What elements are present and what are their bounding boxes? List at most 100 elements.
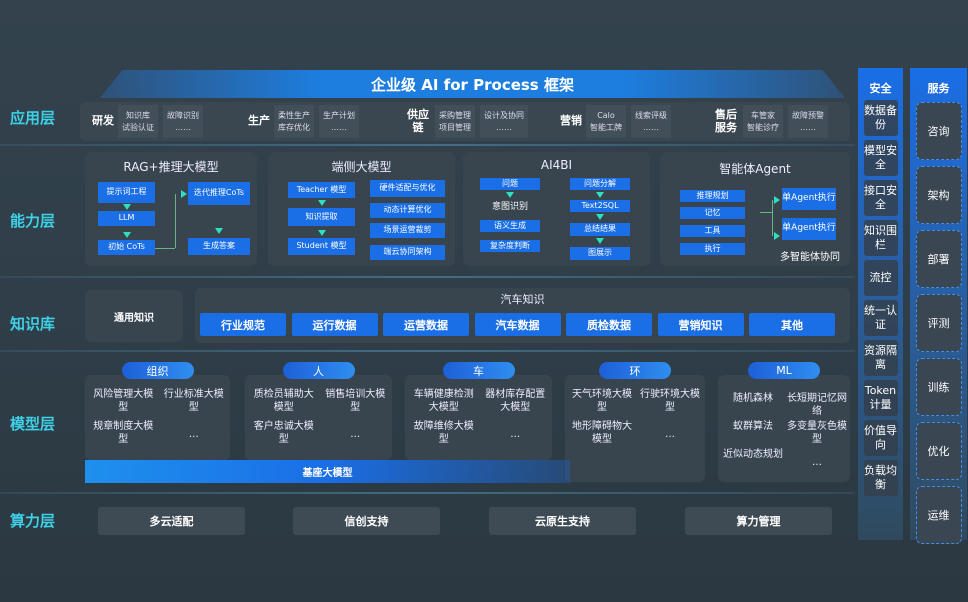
ai4bi-step: 语义生成	[480, 220, 540, 232]
base-model-label: 基座大模型	[302, 468, 353, 479]
connector	[760, 212, 772, 213]
security-item[interactable]: 知识围栏	[863, 220, 898, 256]
knowledge-item[interactable]: 其他	[749, 313, 835, 336]
app-group-name: 生产	[248, 114, 270, 128]
app-item[interactable]: 智能工牌	[590, 122, 622, 132]
arrow-down-icon	[596, 214, 604, 220]
model-group-panel	[565, 375, 705, 482]
agent-title: 智能体Agent	[719, 162, 791, 176]
general-knowledge-panel: 通用知识	[85, 290, 183, 342]
service-item[interactable]: 优化	[915, 422, 962, 480]
app-item[interactable]: ……	[331, 122, 347, 132]
security-item[interactable]: 接口安全	[863, 180, 898, 216]
compute-item[interactable]: 云原生支持	[489, 507, 636, 535]
model-item: 风险管理大模型	[93, 389, 154, 413]
arrow-down-icon	[318, 200, 326, 206]
single-agent-box: 单Agent执行	[782, 188, 836, 210]
security-item[interactable]: 负载均衡	[863, 460, 898, 496]
agent-module: 记忆	[680, 207, 745, 219]
security-item[interactable]: 流控	[863, 260, 898, 296]
arrow-right-icon	[774, 196, 780, 204]
single-agent-box: 单Agent执行	[782, 218, 836, 240]
app-item[interactable]: 项目管理	[439, 122, 471, 132]
service-item[interactable]: 咨询	[915, 102, 962, 160]
arrow-down-icon	[596, 192, 604, 198]
model-item: 随机森林	[733, 393, 773, 404]
app-column: 采购管理 项目管理	[435, 105, 475, 138]
security-item[interactable]: 资源隔离	[863, 340, 898, 376]
app-item[interactable]: 库存优化	[278, 122, 310, 132]
layer-label-model: 模型层	[10, 415, 56, 433]
layer-label-compute: 算力层	[10, 512, 56, 530]
service-item[interactable]: 架构	[915, 166, 962, 224]
service-item[interactable]: 评测	[915, 294, 962, 352]
ai4bi-step: 图展示	[570, 247, 630, 260]
app-item[interactable]: 车管家	[751, 110, 775, 120]
base-model-bar: 基座大模型	[85, 460, 570, 483]
security-item[interactable]: 价值导向	[863, 420, 898, 456]
app-item[interactable]: 采购管理	[439, 110, 471, 120]
service-title: 服务	[927, 82, 950, 95]
security-item[interactable]: Token计量	[863, 380, 898, 416]
edge-step: Teacher 模型	[288, 182, 355, 198]
app-item[interactable]: 柔性生产	[278, 110, 310, 120]
app-column: 线索评级 ……	[631, 105, 671, 138]
compute-item[interactable]: 多云适配	[98, 507, 245, 535]
app-item[interactable]: ……	[800, 122, 816, 132]
knowledge-item[interactable]: 质检数据	[566, 313, 652, 336]
app-group: 售后服务 车管家 智能诊疗 故障预警……	[713, 103, 833, 140]
app-item[interactable]: 线索评级	[635, 110, 667, 120]
model-item: 多变量灰色模型	[787, 421, 847, 445]
title-text: 企业级 AI for Process 框架	[371, 75, 574, 94]
arrow-right-icon	[181, 190, 187, 198]
app-item[interactable]: 智能诊疗	[747, 122, 779, 132]
knowledge-item[interactable]: 运营数据	[383, 313, 469, 336]
app-column: 生产计划 ……	[319, 105, 359, 138]
knowledge-item[interactable]: 营销知识	[657, 313, 744, 336]
security-item[interactable]: 统一认证	[863, 300, 898, 336]
app-item[interactable]: 试验认证	[122, 122, 154, 132]
app-item[interactable]: 知识库	[126, 110, 150, 120]
ai4bi-title: AI4BI	[540, 158, 573, 172]
app-item[interactable]: 设计及协同	[484, 110, 524, 120]
service-item[interactable]: 部署	[915, 230, 962, 288]
compute-item[interactable]: 算力管理	[685, 507, 832, 535]
app-item[interactable]: 故障预警	[792, 110, 824, 120]
model-item: 蚁群算法	[733, 421, 773, 432]
app-item[interactable]: ……	[643, 122, 659, 132]
service-item[interactable]: 运维	[915, 486, 962, 544]
connector	[175, 194, 176, 248]
ai4bi-step: 问题分解	[570, 178, 630, 190]
app-column: 知识库 试验认证	[118, 105, 158, 138]
app-column: 车管家 智能诊疗	[743, 105, 783, 138]
security-item[interactable]: 模型安全	[863, 140, 898, 176]
app-item[interactable]: ……	[175, 122, 191, 132]
app-column: 柔性生产 库存优化	[274, 105, 314, 138]
knowledge-item[interactable]: 汽车数据	[474, 313, 561, 336]
compute-item[interactable]: 信创支持	[293, 507, 440, 535]
auto-knowledge-title: 汽车知识	[500, 293, 545, 306]
app-item[interactable]: 生产计划	[323, 110, 355, 120]
model-item: 故障维修大模型	[413, 421, 474, 445]
model-group-panel	[718, 375, 850, 482]
edge-feature: 硬件适配与优化	[370, 180, 445, 197]
edge-feature: 端云协同架构	[370, 245, 445, 260]
knowledge-item[interactable]: 运行数据	[291, 313, 378, 336]
app-group-name: 供应链	[407, 107, 429, 134]
app-group: 生产 柔性生产 库存优化 生产计划……	[248, 103, 364, 140]
divider	[0, 350, 855, 352]
model-item: …	[510, 429, 521, 440]
knowledge-item[interactable]: 行业规范	[200, 313, 286, 336]
rag-title: RAG+推理大模型	[123, 160, 219, 174]
security-item[interactable]: 数据备份	[863, 100, 898, 136]
app-item[interactable]: Calo	[597, 110, 615, 120]
app-item[interactable]: 故障识别	[167, 110, 199, 120]
model-item: 器材库存配置大模型	[485, 389, 546, 413]
app-item[interactable]: ……	[496, 122, 512, 132]
agent-module: 推理规划	[680, 190, 745, 202]
model-item: 长短期记忆网络	[787, 393, 847, 417]
general-knowledge-label: 通用知识	[114, 312, 154, 324]
edge-model-panel: 端侧大模型 Teacher 模型 知识提取 Student 模型 硬件适配与优化…	[268, 152, 455, 266]
service-item[interactable]: 训练	[915, 358, 962, 416]
app-group-name: 营销	[560, 114, 582, 128]
